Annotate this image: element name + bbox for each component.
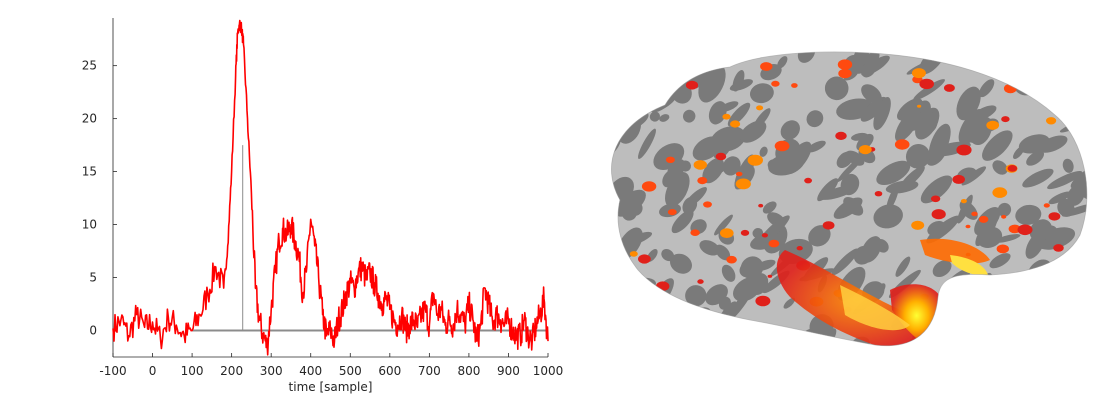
chart-axes: -100 0 100 200 300 400 500 600 700 800 900 1000 0 5 10… [82, 18, 564, 378]
x-tick-label: 400 [299, 364, 322, 378]
x-tick: 300 [260, 353, 283, 378]
x-tick-label: 700 [418, 364, 441, 378]
y-tick-label: 10 [82, 218, 97, 232]
y-tick: 25 [82, 59, 117, 73]
x-tick: 700 [418, 353, 441, 378]
x-tick: -100 [99, 353, 127, 378]
x-axis-label: time [sample] [289, 380, 373, 394]
x-tick-label: 0 [149, 364, 157, 378]
x-tick-label: 300 [260, 364, 283, 378]
brain-surface-image [611, 51, 1088, 347]
x-tick: 100 [181, 353, 204, 378]
line-chart: -100 0 100 200 300 400 500 600 700 800 900 1000 0 5 10… [82, 18, 564, 394]
x-tick-label: 100 [181, 364, 204, 378]
x-tick: 600 [378, 353, 401, 378]
x-tick: 0 [149, 353, 157, 378]
x-tick-label: 800 [457, 364, 480, 378]
chart-plot-area [112, 19, 549, 356]
y-tick-label: 15 [82, 165, 97, 179]
y-tick-label: 20 [82, 112, 97, 126]
y-tick: 20 [82, 112, 117, 126]
x-tick: 200 [220, 353, 243, 378]
x-tick: 400 [299, 353, 322, 378]
x-tick: 800 [457, 353, 480, 378]
x-tick: 900 [497, 353, 520, 378]
x-tick-label: 1000 [533, 364, 564, 378]
x-tick-label: 900 [497, 364, 520, 378]
y-tick: 10 [82, 218, 117, 232]
y-tick-label: 5 [89, 271, 97, 285]
x-tick-label: 200 [220, 364, 243, 378]
x-tick-label: -100 [99, 364, 126, 378]
y-tick: 5 [89, 271, 117, 285]
x-tick: 500 [339, 353, 362, 378]
y-tick-label: 0 [89, 324, 97, 338]
y-tick-label: 25 [82, 59, 97, 73]
x-tick-label: 600 [378, 364, 401, 378]
y-tick: 15 [82, 165, 117, 179]
x-tick-label: 500 [339, 364, 362, 378]
x-tick: 1000 [533, 353, 564, 378]
signal-series [112, 19, 549, 356]
